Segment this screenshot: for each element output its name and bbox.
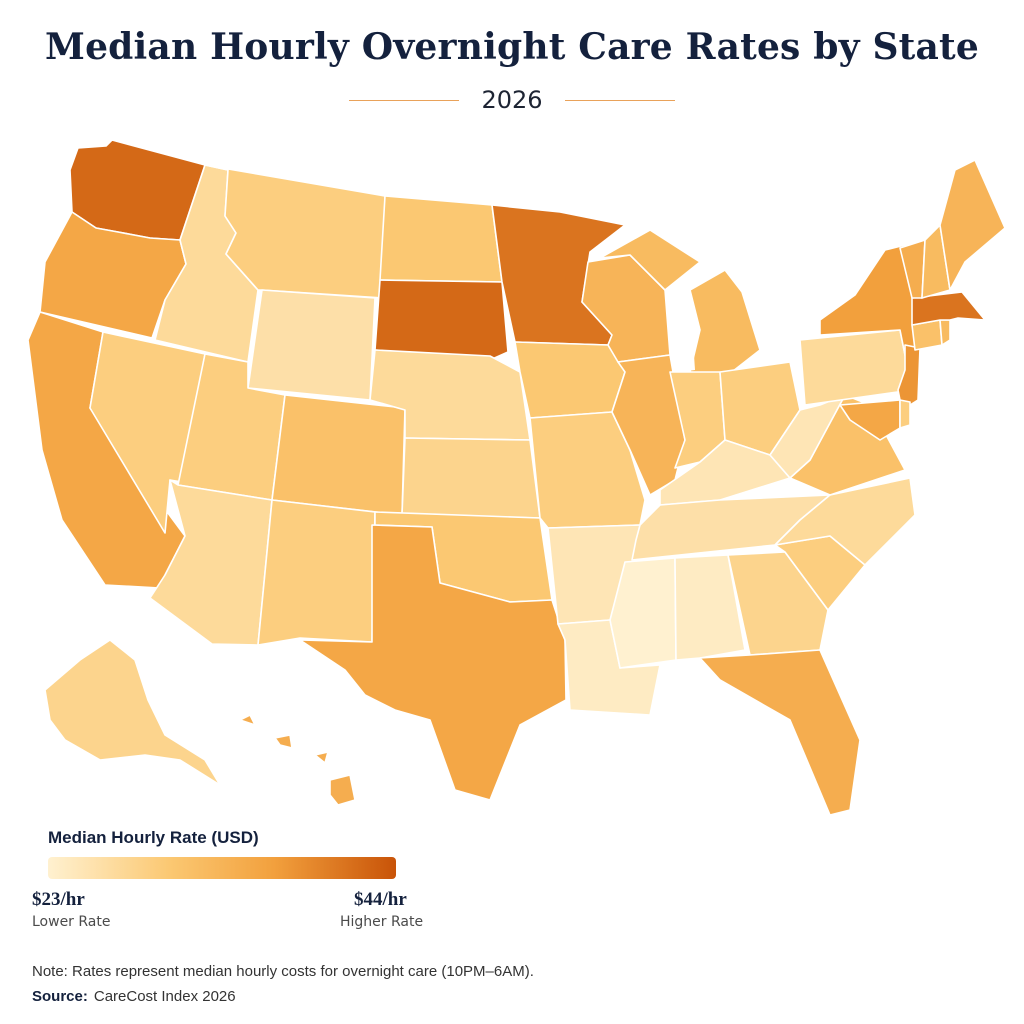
state-alabama [674, 554, 746, 661]
state-iowa [514, 341, 626, 419]
state-texas [299, 524, 567, 801]
legend-color-bar [48, 857, 396, 879]
source-label: Source: [32, 988, 88, 1005]
state-north-carolina [774, 477, 916, 566]
states-layer [27, 139, 1006, 816]
footnote: Note: Rates represent median hourly cost… [32, 963, 534, 980]
state-north-dakota [379, 195, 503, 283]
state-pennsylvania [799, 329, 913, 406]
state-south-dakota [374, 279, 509, 361]
legend-max-caption: Higher Rate [340, 914, 424, 930]
state-rhode-island [939, 319, 951, 346]
state-new-mexico [257, 499, 376, 646]
subtitle-row: 2026 [0, 86, 1024, 114]
state-florida [699, 649, 861, 816]
state-alaska [44, 639, 221, 786]
state-maryland [839, 399, 901, 441]
subtitle: 2026 [481, 86, 543, 114]
lake-michigan [670, 295, 695, 372]
legend-max-label: $44/hr [354, 889, 407, 910]
state-colorado [271, 394, 406, 516]
state-wyoming [247, 289, 376, 401]
source-text: CareCost Index 2026 [93, 988, 236, 1005]
state-michigan [599, 229, 761, 376]
state-hawaii [239, 714, 356, 806]
subtitle-rule-left [349, 99, 460, 101]
state-georgia [727, 551, 829, 656]
state-delaware [899, 399, 911, 429]
state-mississippi [609, 557, 677, 669]
legend-title: Median Hourly Rate (USD) [48, 828, 259, 847]
source-line: Source: CareCost Index 2026 [32, 988, 236, 1005]
page-title: Median Hourly Overnight Care Rates by St… [45, 26, 979, 68]
subtitle-rule-right [564, 99, 675, 101]
state-maine [939, 159, 1006, 291]
legend-min-caption: Lower Rate [32, 914, 111, 930]
state-kansas [401, 437, 541, 519]
state-massachusetts [911, 291, 986, 326]
legend-min-label: $23/hr [32, 889, 85, 910]
